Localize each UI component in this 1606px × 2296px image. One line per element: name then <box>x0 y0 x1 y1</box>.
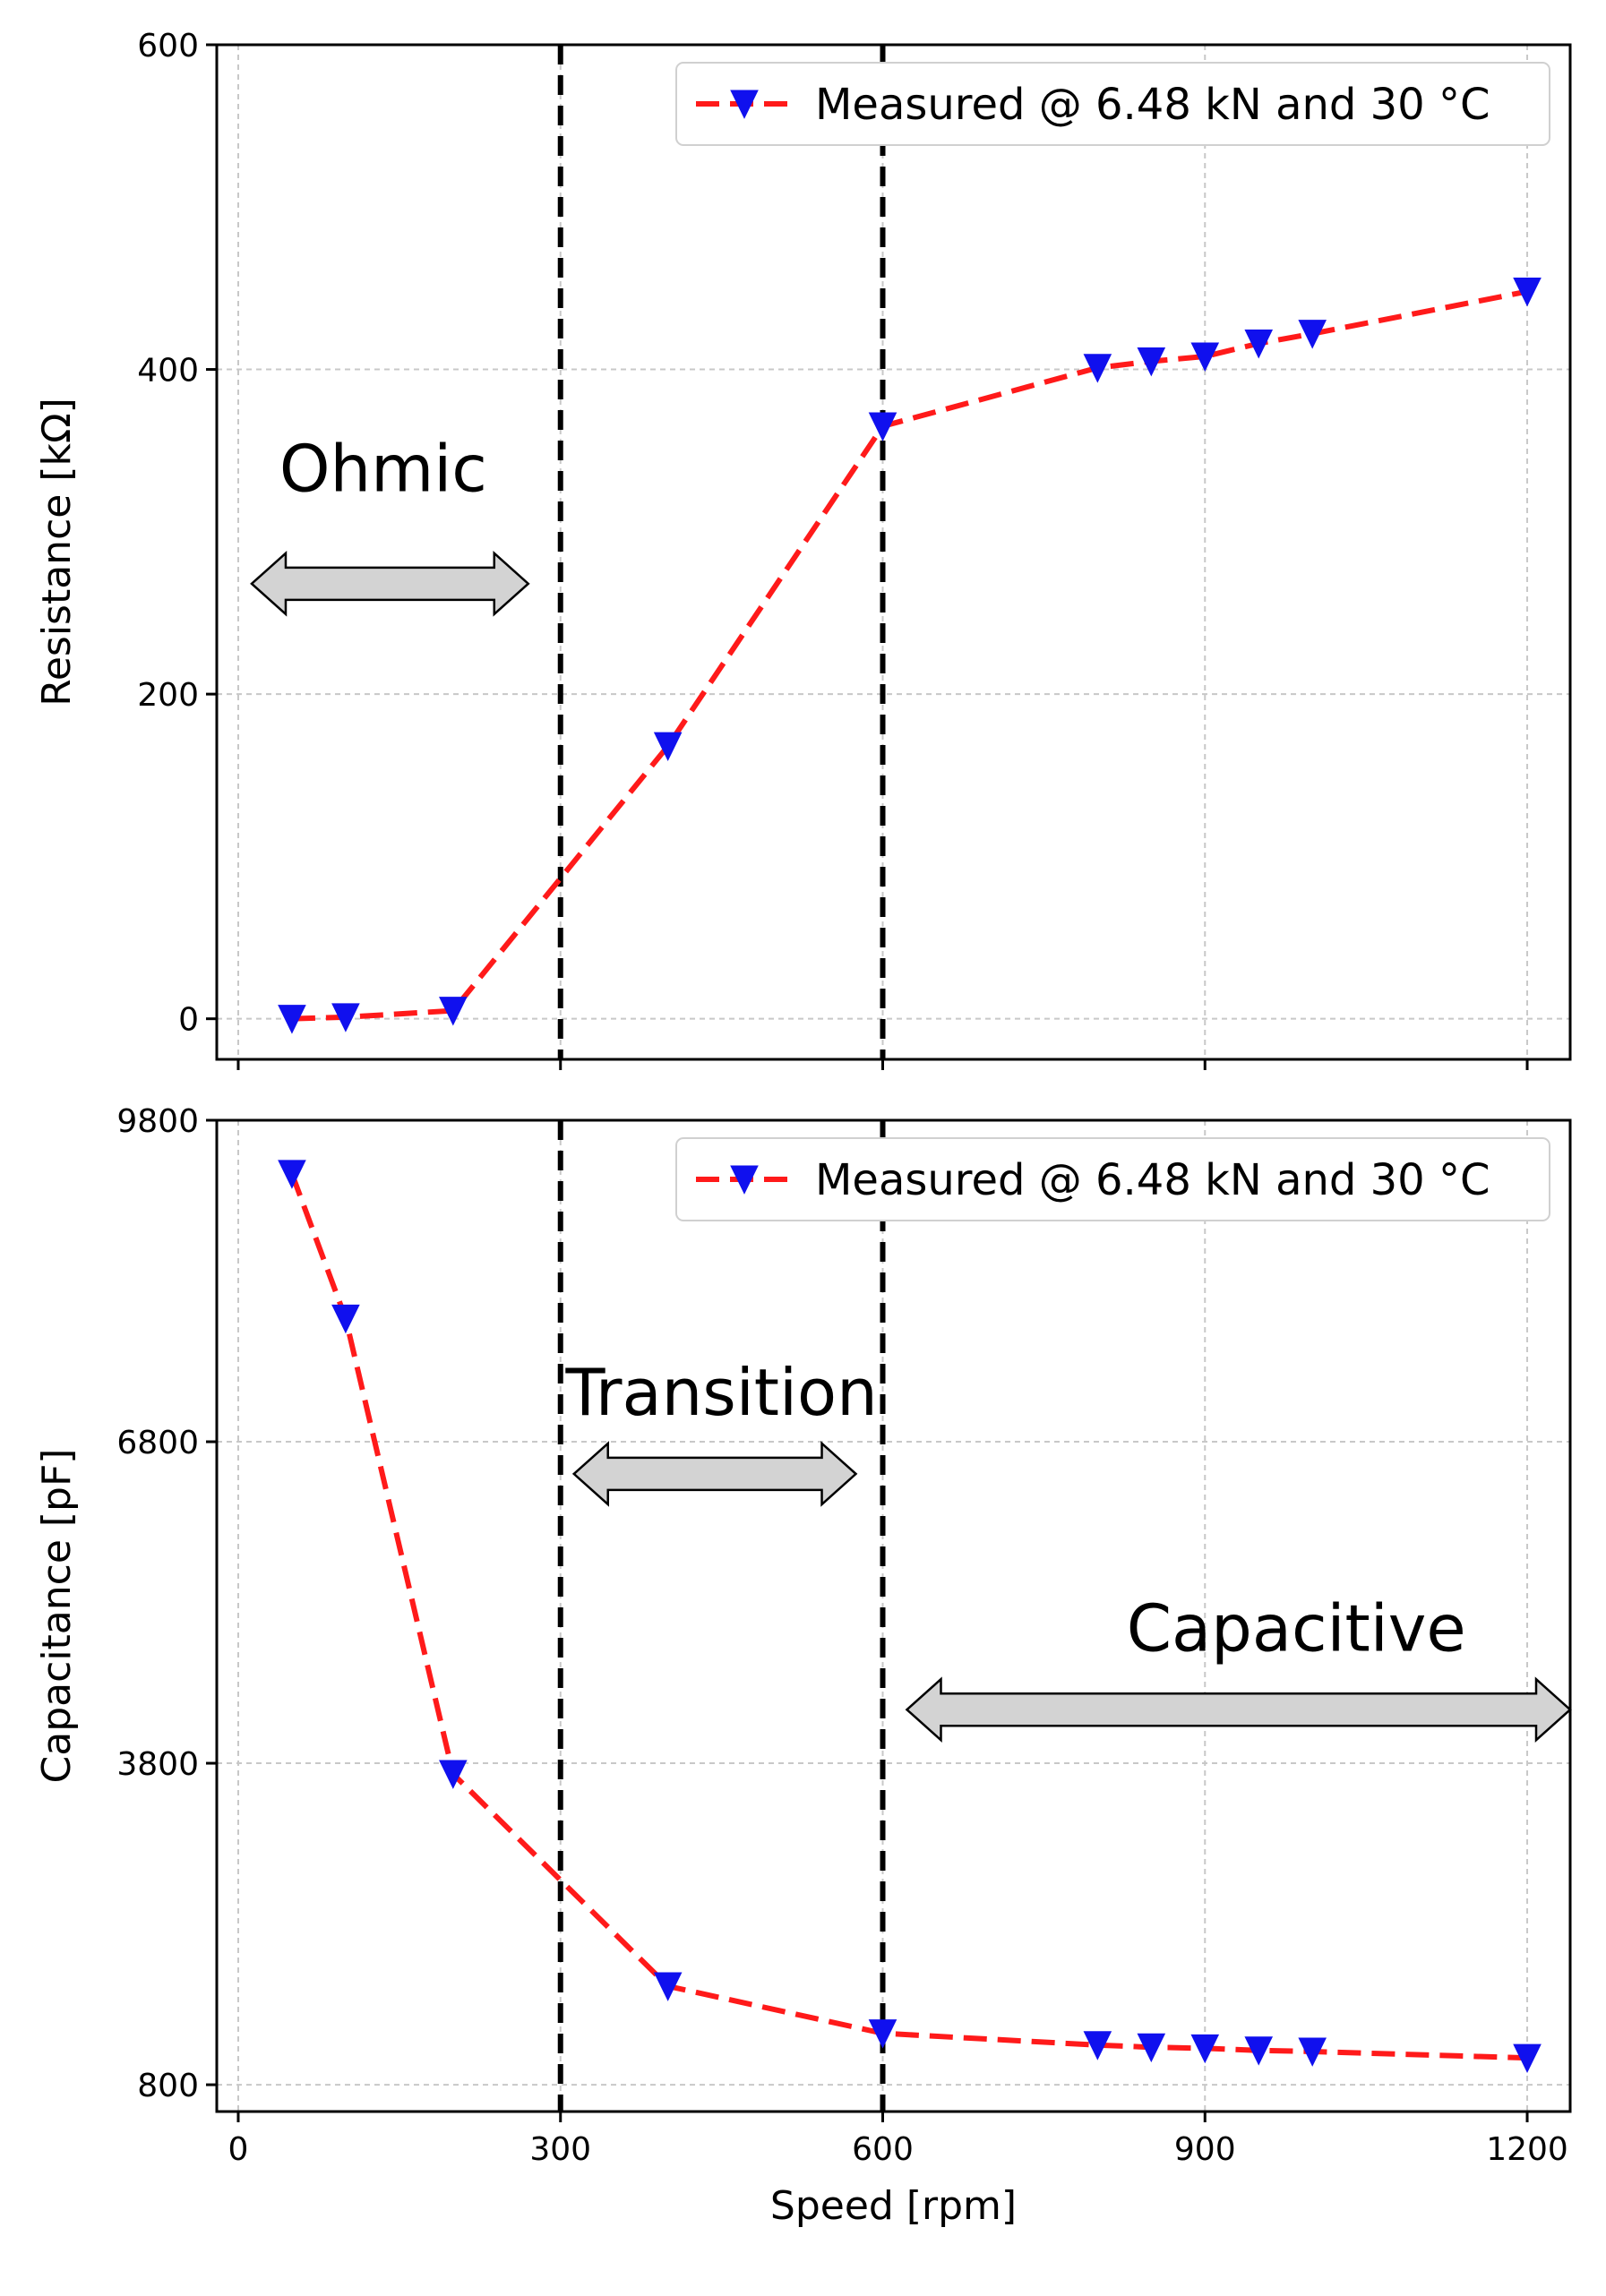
y-axis-label: Capacitance [pF] <box>34 1449 80 1784</box>
y-tick-label: 9800 <box>116 1103 199 1140</box>
legend-label: Measured @ 6.48 kN and 30 °C <box>815 80 1490 130</box>
legend-marker-sample <box>730 1165 759 1195</box>
y-tick-label: 600 <box>137 28 199 64</box>
x-tick-label: 0 <box>228 2131 249 2168</box>
data-point <box>1190 342 1220 372</box>
data-point <box>331 1003 360 1032</box>
x-tick-label: 300 <box>529 2131 591 2168</box>
y-tick-label: 3800 <box>116 1746 199 1783</box>
region-label: Capacitive <box>1127 1590 1466 1666</box>
data-point <box>1513 2043 1542 2074</box>
data-point <box>278 1160 306 1189</box>
data-point <box>1298 2037 1327 2067</box>
data-point <box>1083 354 1112 383</box>
y-tick-label: 6800 <box>116 1425 199 1461</box>
data-point <box>653 732 683 762</box>
region-label: Ohmic <box>279 432 487 507</box>
chart-panel-1: 0 200 400 600 Resistance [kΩ] Measured @ 6.48… <box>34 28 1572 1070</box>
data-point <box>1298 320 1327 349</box>
legend-label: Measured @ 6.48 kN and 30 °C <box>815 1155 1490 1205</box>
x-tick-label: 600 <box>852 2131 914 2168</box>
series-line <box>291 288 1528 1022</box>
plot-frame <box>215 43 1572 1061</box>
legend: Measured @ 6.48 kN and 30 °C <box>675 62 1550 146</box>
data-point <box>868 2019 897 2049</box>
region-label: Transition <box>565 1355 878 1430</box>
legend: Measured @ 6.48 kN and 30 °C <box>675 1137 1550 1221</box>
legend-box <box>675 62 1550 146</box>
region-double-arrow <box>250 551 530 617</box>
data-point <box>1137 347 1166 377</box>
y-tick-label: 0 <box>178 1002 199 1039</box>
data-point <box>439 997 468 1026</box>
x-axis-label: Speed [rpm] <box>770 2183 1017 2229</box>
data-point <box>1190 2034 1220 2064</box>
y-tick-label: 400 <box>137 353 199 390</box>
y-tick-label: 200 <box>137 677 199 714</box>
y-tick-label: 800 <box>137 2068 199 2104</box>
series-line <box>289 1172 1528 2061</box>
plot-frame <box>215 1118 1572 2113</box>
data-point <box>278 1005 306 1034</box>
data-point <box>868 412 897 441</box>
data-point <box>653 1972 683 2001</box>
region-double-arrow <box>905 1676 1572 1743</box>
legend-box <box>675 1137 1550 1221</box>
y-axis-label: Resistance [kΩ] <box>34 398 80 707</box>
x-tick-label: 900 <box>1174 2131 1236 2168</box>
data-point <box>439 1760 468 1789</box>
legend-marker-sample <box>730 90 759 119</box>
x-tick-label: 1200 <box>1486 2131 1568 2168</box>
data-point <box>1244 330 1274 359</box>
region-double-arrow <box>571 1441 858 1507</box>
data-point <box>1083 2031 1112 2060</box>
data-point <box>1513 278 1542 307</box>
chart-panel-2: 0 300 600 900 1200 800 3800 6800 9800 Capacitance… <box>34 1103 1572 2229</box>
data-point <box>331 1304 360 1334</box>
data-point <box>1244 2036 1274 2066</box>
data-point <box>1137 2033 1166 2063</box>
